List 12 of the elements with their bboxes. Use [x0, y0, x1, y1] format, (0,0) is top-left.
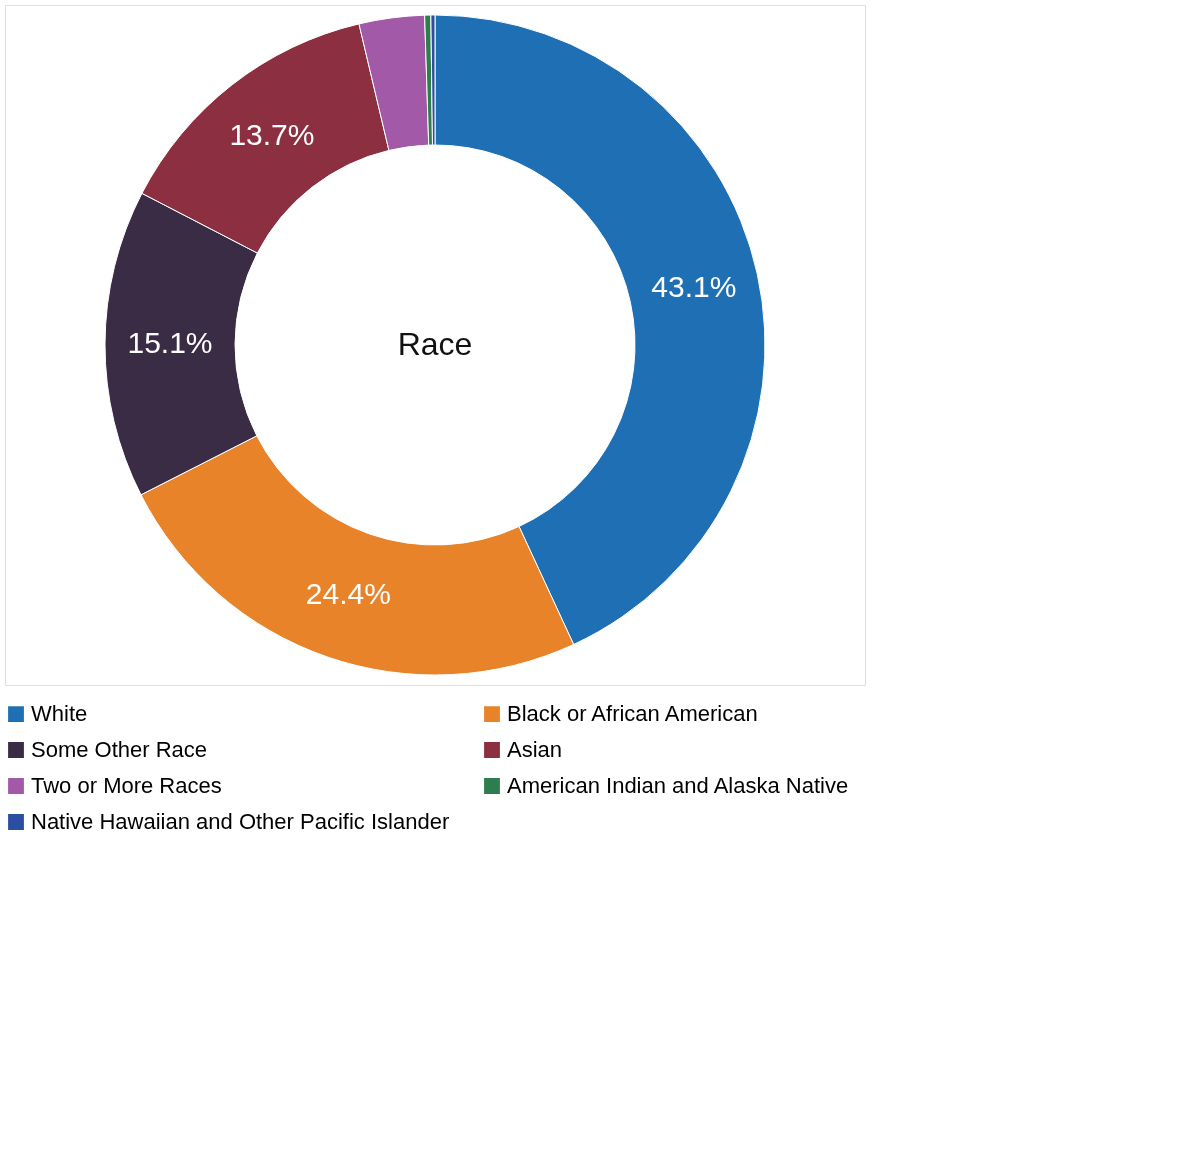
data-label: 43.1% [651, 270, 737, 303]
data-label: 15.1% [127, 326, 213, 360]
legend-label: Asian [507, 737, 563, 762]
data-label: 24.4% [305, 577, 391, 611]
legend-label: American Indian and Alaska Native [507, 773, 849, 798]
legend-label: Black or African American [507, 701, 758, 727]
data-label: 13.7% [229, 118, 315, 152]
legend-label: White [31, 701, 88, 727]
legend-label: Two or More Races [31, 773, 222, 798]
legend-label: Native Hawaiian and Other Pacific Islander [31, 809, 450, 834]
text: Race [397, 326, 473, 362]
legend-label: Some Other Race [31, 737, 208, 762]
